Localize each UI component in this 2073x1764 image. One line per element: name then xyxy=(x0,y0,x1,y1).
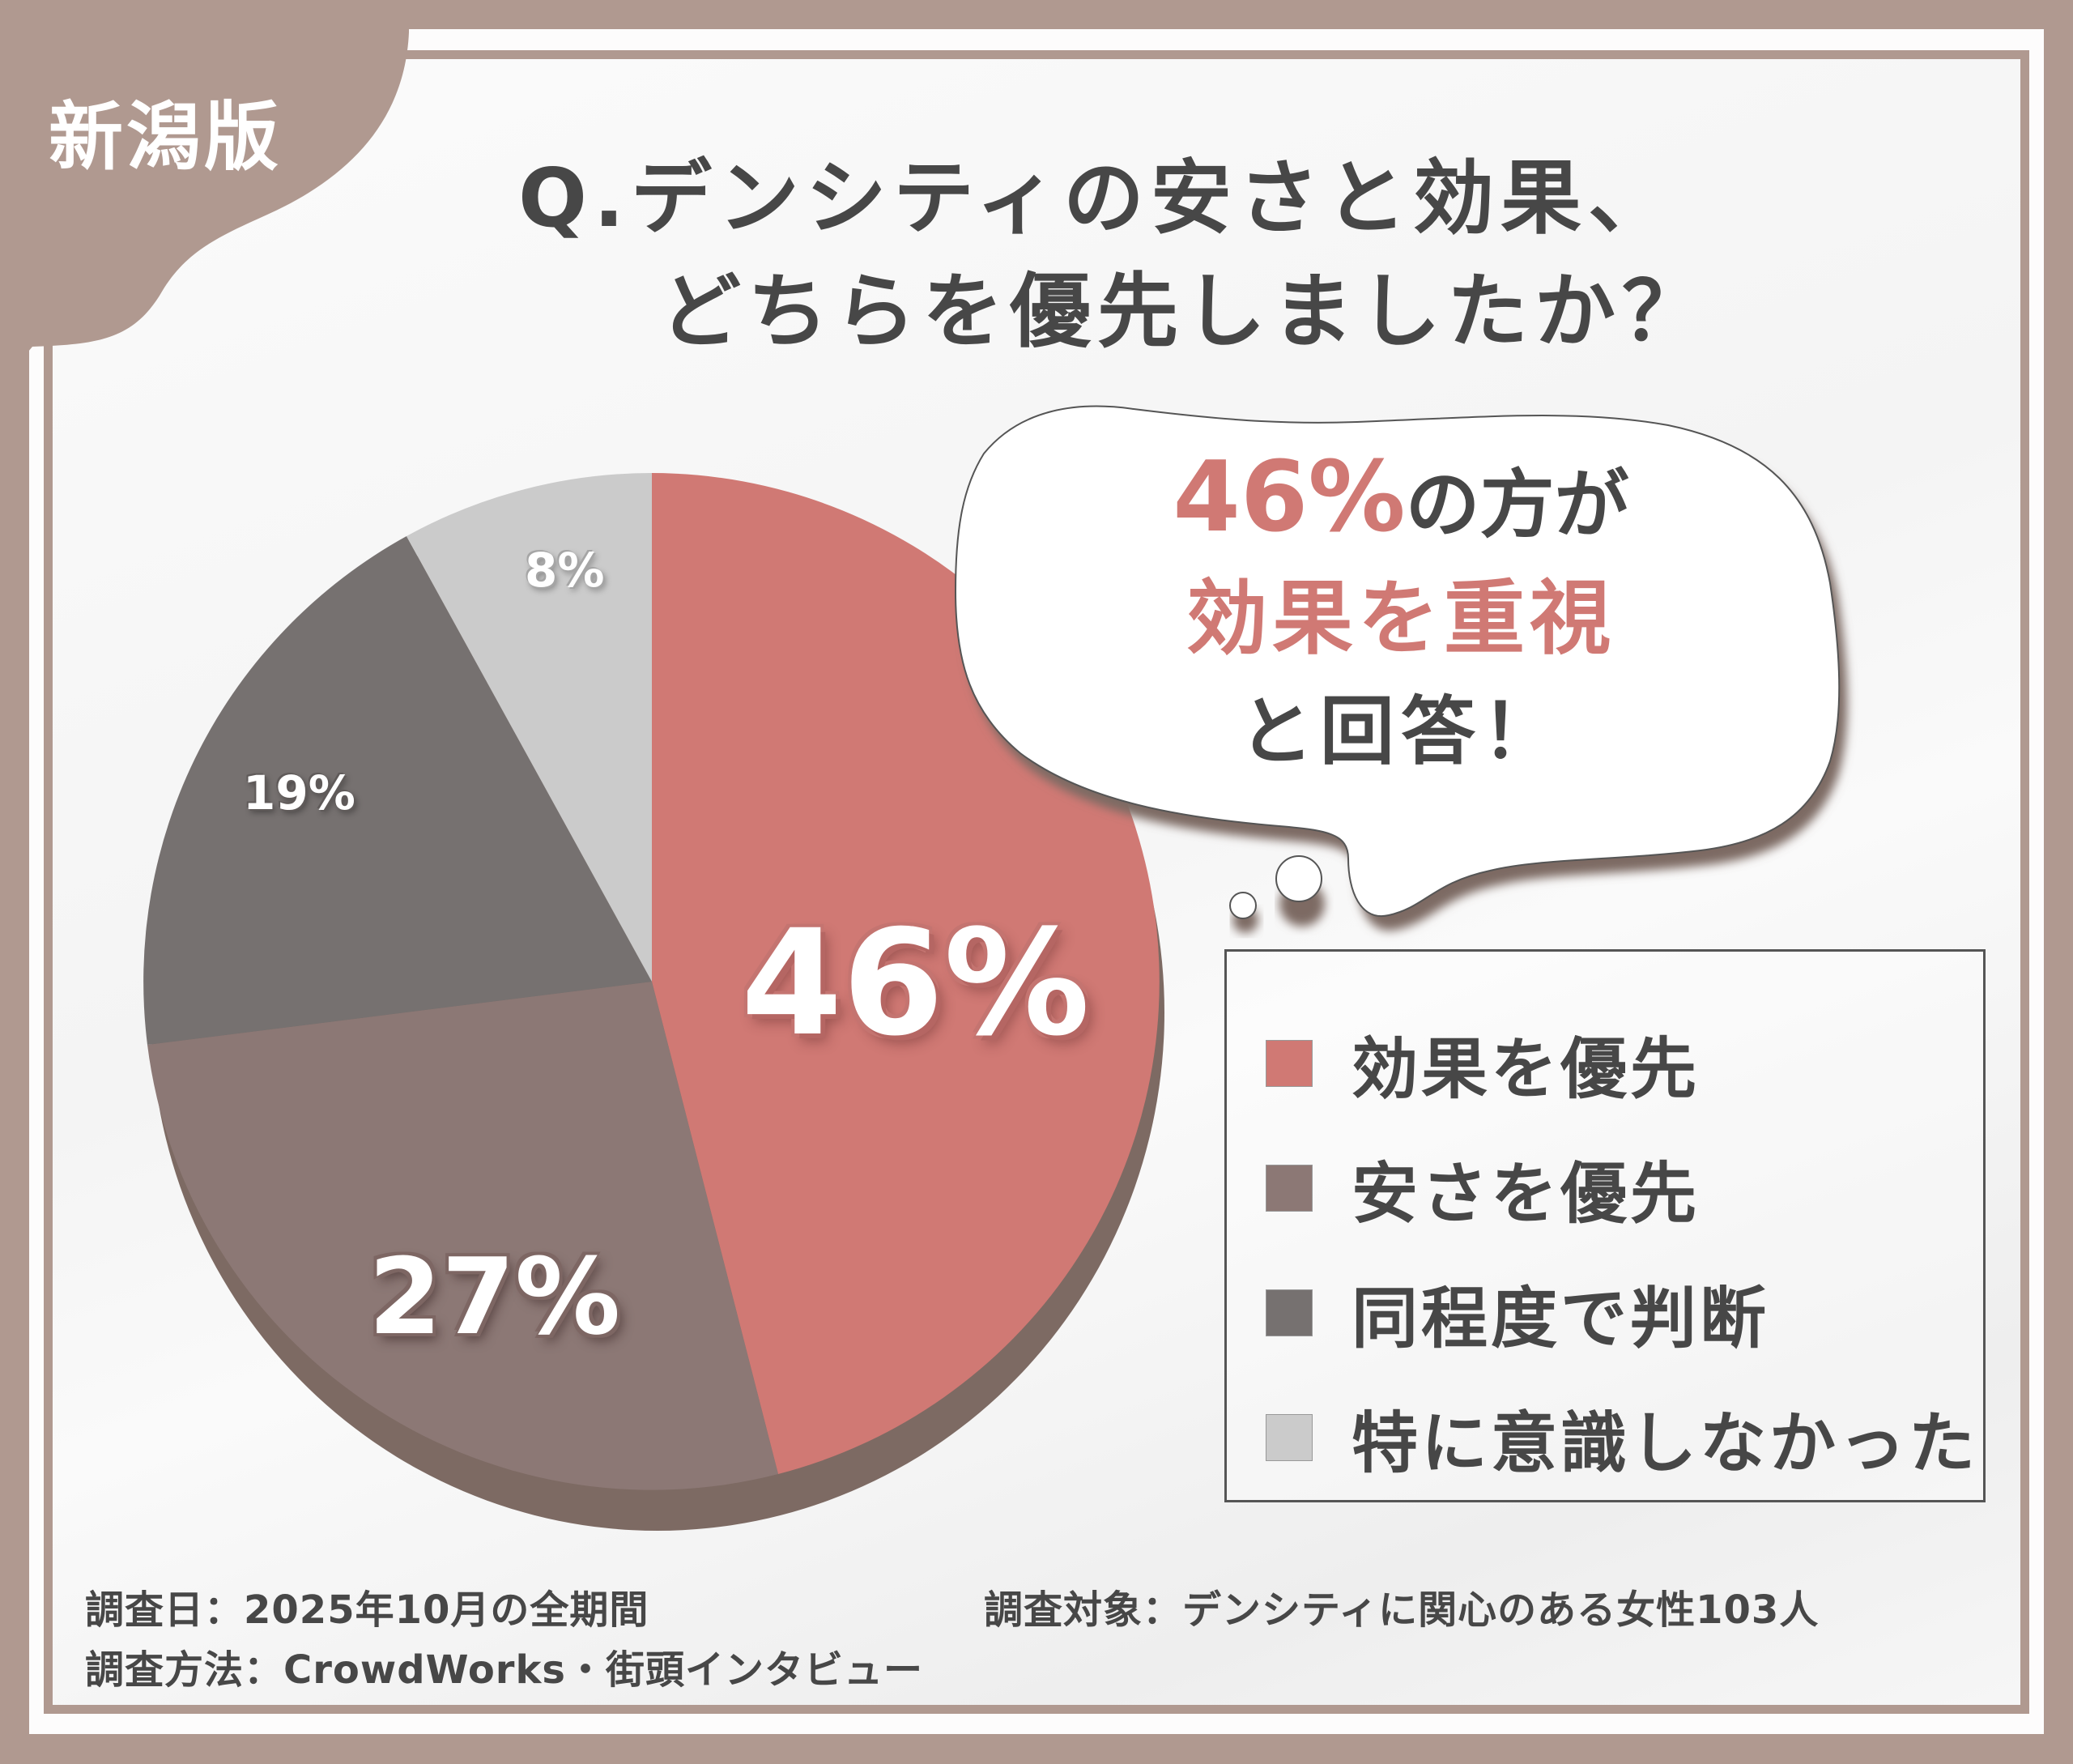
pie-slice-both[interactable] xyxy=(143,536,652,1045)
legend-label: 効果を優先 xyxy=(1351,1031,1701,1108)
survey-date: 調査日：2025年10月の全期間 xyxy=(85,1587,649,1633)
survey-method: 調査方法：CrowdWorks・街頭インタビュー xyxy=(85,1647,923,1693)
corner-badge-shape xyxy=(0,0,409,356)
legend-item-both: 同程度で判断 xyxy=(1266,1264,1769,1361)
chart-legend: 効果を優先 安さを優先 同程度で判断 特に意識しなかった xyxy=(1224,949,1986,1502)
callout-text: 46%の方が 効果を重視 と回答！ xyxy=(956,441,1846,789)
title-line-1: Q.デンシティの安さと効果、 xyxy=(518,151,1675,245)
thought-circle-small xyxy=(1229,892,1257,919)
legend-swatch-both xyxy=(1266,1289,1313,1336)
legend-item-effect: 効果を優先 xyxy=(1266,1015,1700,1111)
thought-circle-large xyxy=(1275,855,1322,902)
legend-label: 同程度で判断 xyxy=(1351,1280,1770,1357)
pie-slice-price[interactable] xyxy=(147,982,778,1490)
legend-label: 安さを優先 xyxy=(1351,1156,1701,1233)
pct-label-price: 27% xyxy=(368,1235,621,1358)
legend-swatch-price xyxy=(1266,1164,1313,1212)
legend-item-price: 安さを優先 xyxy=(1266,1140,1700,1236)
legend-label: 特に意識しなかった xyxy=(1351,1405,1979,1482)
callout-line-2: 効果を重視 xyxy=(1186,571,1615,666)
pie-slice-none[interactable] xyxy=(407,473,652,982)
callout-line-1: 46%の方が xyxy=(956,441,1846,562)
callout-accent-pct: 46% xyxy=(1173,441,1406,554)
pct-label-none: 8% xyxy=(525,543,605,598)
pct-label-effect: 46% xyxy=(741,899,1090,1068)
legend-swatch-none xyxy=(1266,1413,1313,1461)
callout-line-1-rest: の方が xyxy=(1405,462,1629,548)
callout-line-3: と回答！ xyxy=(1238,688,1563,775)
title-line-2: どちらを優先しましたか？ xyxy=(660,264,1709,359)
survey-target: 調査対象：デンシティに関心のある女性103人 xyxy=(984,1587,1820,1633)
region-badge: 新潟版 xyxy=(49,94,283,181)
legend-swatch-effect xyxy=(1266,1039,1313,1087)
pct-label-both: 19% xyxy=(243,765,355,820)
legend-item-none: 特に意識しなかった xyxy=(1266,1389,1978,1485)
page-title: Q.デンシティの安さと効果、 どちらを優先しましたか？ xyxy=(518,142,1709,369)
